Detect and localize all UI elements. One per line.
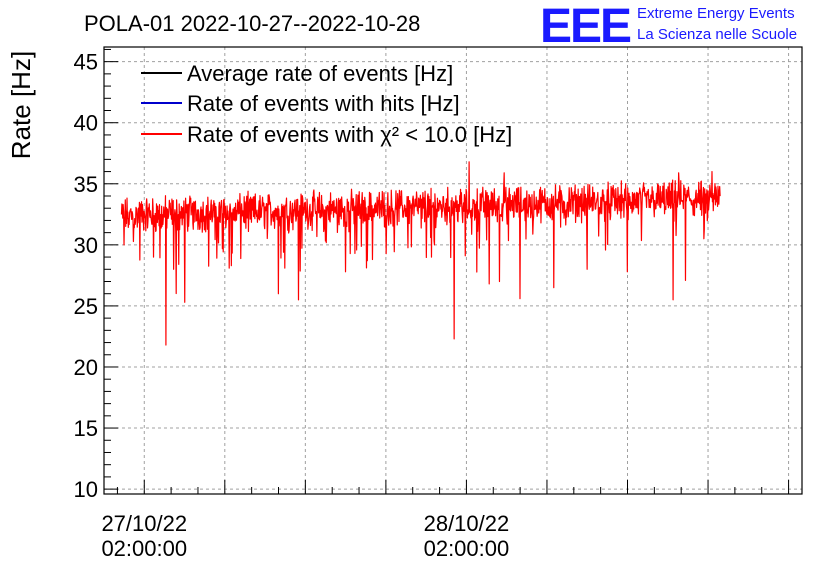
tick-labels: 101520253035404527/10/2202:00:0028/10/22… [74, 50, 510, 561]
y-axis-title: Rate [Hz] [6, 51, 36, 159]
legend-label-chi2: Rate of events with χ² < 10.0 [Hz] [187, 122, 512, 147]
plot-frame [103, 46, 803, 495]
eee-logo-mark: EEE [540, 0, 631, 53]
chart-title: POLA-01 2022-10-27--2022-10-28 [84, 11, 420, 36]
legend-label-hits: Rate of events with hits [Hz] [187, 91, 460, 116]
legend: Average rate of events [Hz] Rate of even… [141, 61, 512, 147]
y-tick-label: 20 [74, 355, 98, 380]
y-tick-label: 35 [74, 172, 98, 197]
eee-logo: EEE Extreme Energy Events La Scienza nel… [540, 0, 797, 53]
x-tick-label-time: 02:00:00 [424, 536, 510, 561]
x-tick-label-date: 27/10/22 [101, 511, 187, 536]
y-tick-label: 15 [74, 416, 98, 441]
grid [104, 47, 802, 494]
series-layer [120, 161, 721, 346]
y-tick-label: 10 [74, 477, 98, 502]
logo-line-2: La Scienza nelle Scuole [637, 26, 797, 43]
x-tick-label-date: 28/10/22 [424, 511, 510, 536]
legend-label-average: Average rate of events [Hz] [187, 61, 453, 86]
y-tick-label: 30 [74, 233, 98, 258]
x-tick-label-time: 02:00:00 [101, 536, 187, 561]
y-tick-label: 40 [74, 111, 98, 136]
series-chi2-rate-line [120, 161, 721, 346]
y-tick-label: 25 [74, 294, 98, 319]
y-tick-label: 45 [74, 50, 98, 75]
logo-line-1: Extreme Energy Events [637, 5, 795, 22]
axes [103, 46, 803, 495]
